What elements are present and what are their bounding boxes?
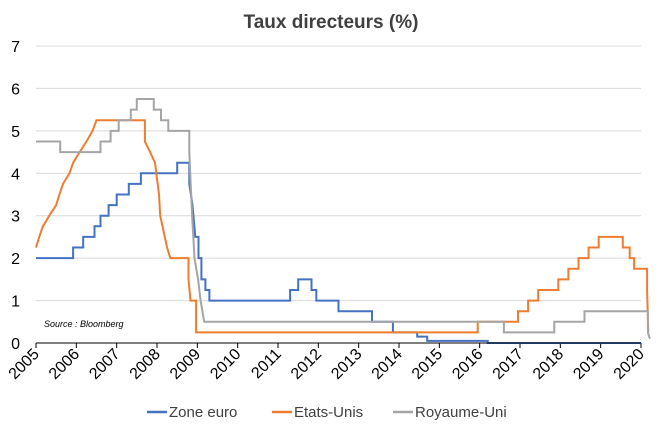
x-tick-label: 2011 bbox=[248, 346, 284, 382]
y-tick-label: 3 bbox=[11, 209, 20, 226]
x-tick-label: 2015 bbox=[409, 346, 446, 383]
x-tick-label: 2014 bbox=[369, 346, 406, 383]
series-line-1 bbox=[35, 119, 650, 334]
y-axis-ticks: 0 1 2 3 4 5 6 7 bbox=[11, 39, 20, 353]
x-tick-label: 2007 bbox=[86, 346, 123, 383]
x-tick-label: 2020 bbox=[611, 346, 648, 383]
series-line-2 bbox=[36, 98, 651, 340]
y-tick-label: 6 bbox=[11, 81, 20, 98]
series-lines bbox=[35, 98, 651, 344]
x-tick-label: 2019 bbox=[570, 346, 607, 383]
x-tick-label: 2006 bbox=[46, 346, 83, 383]
legend-label-2: Royaume-Uni bbox=[415, 404, 507, 421]
y-tick-label: 1 bbox=[11, 294, 20, 311]
x-tick-label: 2010 bbox=[207, 346, 244, 383]
x-tick-label: 2016 bbox=[449, 346, 486, 383]
x-tick-label: 2008 bbox=[127, 346, 164, 383]
x-tick-label: 2017 bbox=[490, 346, 527, 383]
legend-label-1: Etats-Unis bbox=[294, 404, 363, 421]
legend-label-0: Zone euro bbox=[169, 404, 237, 421]
legend: Zone euro Etats-Unis Royaume-Uni bbox=[147, 404, 507, 421]
y-tick-label: 0 bbox=[11, 336, 20, 353]
series-line-0 bbox=[36, 161, 641, 344]
y-tick-label: 4 bbox=[11, 166, 20, 183]
x-tick-label: 2018 bbox=[530, 346, 567, 383]
grid-lines bbox=[36, 45, 641, 302]
chart-title: Taux directeurs (%) bbox=[244, 12, 419, 33]
y-tick-label: 5 bbox=[11, 124, 20, 141]
x-tick-label: 2009 bbox=[167, 346, 204, 383]
y-tick-label: 7 bbox=[11, 39, 20, 56]
y-tick-label: 2 bbox=[11, 251, 20, 268]
x-axis-ticks: 2005 2006 2007 2008 2009 2010 2011 2012 2013 2014… bbox=[6, 343, 648, 383]
source-note: Source : Bloomberg bbox=[44, 319, 124, 329]
x-tick-label: 2012 bbox=[288, 346, 325, 383]
x-tick-label: 2013 bbox=[328, 346, 365, 383]
